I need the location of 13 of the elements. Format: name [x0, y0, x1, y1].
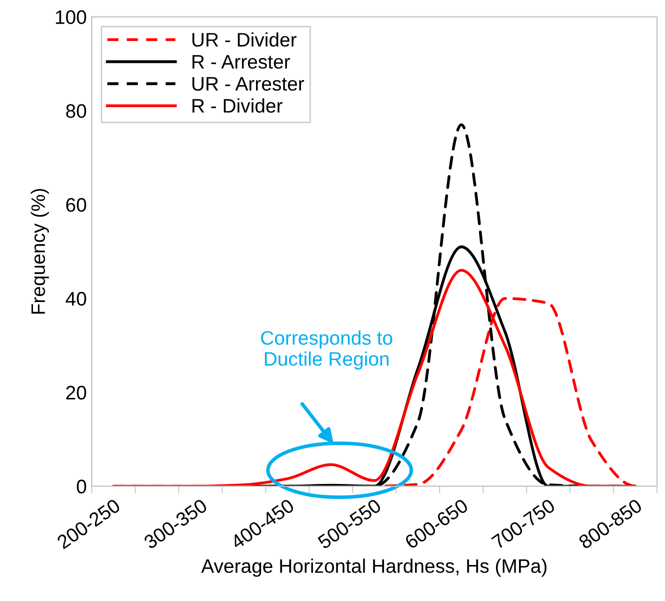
- y-tick-label: 20: [66, 386, 86, 400]
- legend-label: R - Arrester: [192, 55, 290, 69]
- x-axis-title: Average Horizontal Hardness, Hs (MPa): [201, 558, 546, 577]
- y-tick-label: 60: [66, 198, 86, 212]
- legend-label: R - Divider: [192, 98, 282, 113]
- y-tick-label: 80: [66, 104, 86, 118]
- annotation: Corresponds to Ductile Region: [261, 330, 392, 370]
- y-axis-title: Frequency (%): [30, 188, 49, 314]
- legend-label: UR - Divider: [192, 32, 296, 47]
- y-tick-label: 0: [76, 480, 86, 494]
- y-tick-label: 40: [66, 292, 86, 306]
- y-tick-label: 100: [56, 10, 86, 24]
- legend-label: UR - Arrester: [192, 77, 304, 91]
